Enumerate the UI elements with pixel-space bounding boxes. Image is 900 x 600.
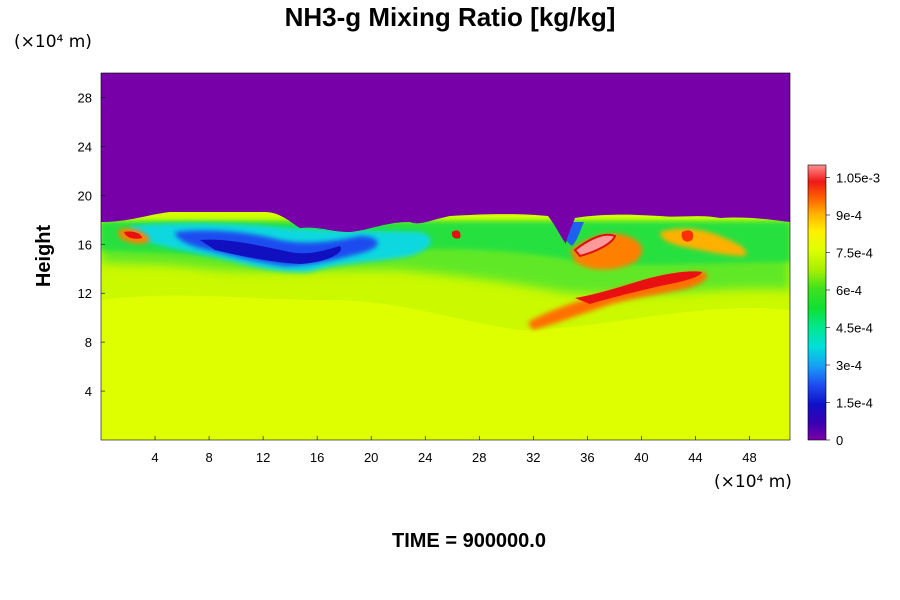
colorbar-tick-label: 6e-4 — [836, 283, 862, 298]
y-axis-label: Height — [33, 225, 55, 288]
red-spot-mid — [451, 230, 461, 239]
x-axis-ticks: 4 8 12 16 20 24 28 32 36 40 44 48 — [151, 436, 757, 465]
x-tick-label: 36 — [580, 450, 594, 465]
time-label: TIME = 900000.0 — [392, 530, 546, 552]
x-tick-label: 48 — [742, 450, 756, 465]
yellow-orange-patch — [660, 228, 747, 256]
red-spot-right — [681, 230, 694, 242]
x-tick-label: 4 — [151, 450, 158, 465]
x-tick-label: 28 — [472, 450, 486, 465]
y-tick-label: 4 — [85, 384, 92, 399]
red-streak-lower — [575, 271, 702, 304]
x-tick-label: 8 — [205, 450, 212, 465]
colorbar-tick-label: 4.5e-4 — [836, 321, 873, 336]
y-axis-ticks: 4 8 12 16 20 24 28 — [78, 90, 105, 399]
colorbar — [807, 164, 827, 441]
y-tick-label: 8 — [85, 335, 92, 350]
colorbar-tick-label: 3e-4 — [836, 358, 862, 373]
y-tick-label: 24 — [78, 139, 92, 154]
x-tick-label: 20 — [364, 450, 378, 465]
x-tick-label: 12 — [256, 450, 270, 465]
chart-title: NH3-g Mixing Ratio [kg/kg] — [284, 2, 616, 32]
colorbar-tick-label: 1.05e-3 — [836, 171, 880, 186]
x-tick-label: 44 — [688, 450, 702, 465]
colorbar-tick-label: 9e-4 — [836, 208, 862, 223]
y-tick-label: 20 — [78, 188, 92, 203]
plot-frame — [100, 72, 791, 441]
y-tick-label: 28 — [78, 90, 92, 105]
colorbar-tick-label: 7.5e-4 — [836, 246, 873, 261]
upper-layer-field — [101, 73, 790, 244]
pink-core — [573, 233, 617, 258]
x-tick-label: 40 — [634, 450, 648, 465]
heatmap-field — [101, 73, 790, 440]
red-spot-left — [124, 231, 142, 239]
x-tick-label: 24 — [418, 450, 432, 465]
colorbar-tick-label: 1.5e-4 — [836, 396, 873, 411]
y-axis-unit: (×10⁴ m) — [14, 32, 92, 52]
x-tick-label: 16 — [310, 450, 324, 465]
y-tick-label: 12 — [78, 286, 92, 301]
x-tick-label: 32 — [526, 450, 540, 465]
x-axis-unit: (×10⁴ m) — [714, 472, 792, 492]
colorbar-tick-label: 0 — [836, 433, 843, 448]
dark-blue-core — [200, 239, 341, 264]
orange-streak-lower — [528, 272, 708, 330]
colorbar-ticks: 0 1.5e-4 3e-4 4.5e-4 6e-4 7.5e-4 9e-4 1.05e-3 — [826, 171, 880, 448]
y-tick-label: 16 — [78, 237, 92, 252]
